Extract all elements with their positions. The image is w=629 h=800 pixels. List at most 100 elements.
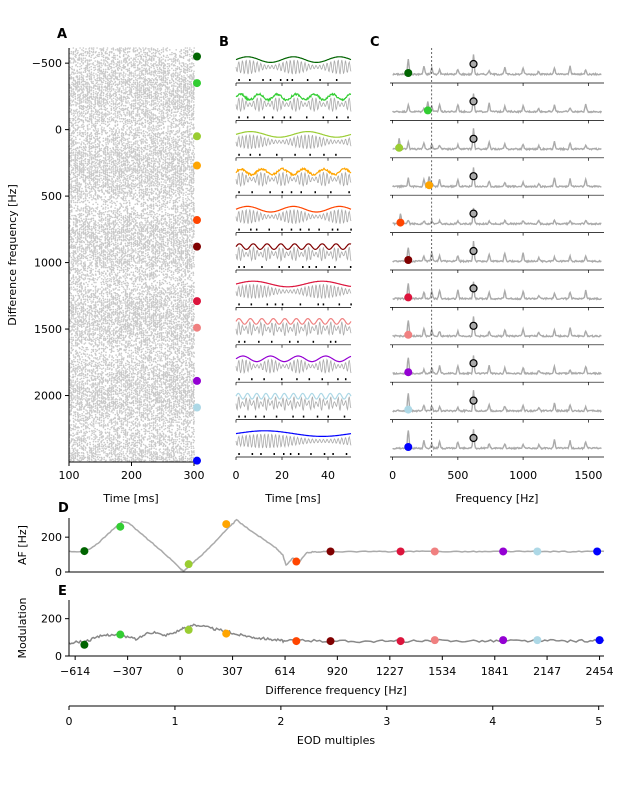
raster-spike	[166, 179, 169, 181]
raster-spike	[157, 161, 159, 164]
raster-spike	[103, 178, 105, 181]
raster-spike	[130, 148, 132, 151]
raster-spike	[82, 149, 85, 152]
raster-spike	[69, 173, 72, 176]
raster-spike	[192, 145, 195, 148]
raster-spike	[122, 181, 125, 183]
raster-spike	[190, 90, 193, 92]
raster-spike	[155, 97, 157, 100]
raster-spike	[169, 144, 171, 147]
raster-spike	[155, 158, 157, 161]
raster-spike	[112, 154, 115, 156]
raster-spike	[112, 157, 114, 160]
raster-spike	[133, 105, 135, 108]
raster-spike	[107, 74, 109, 76]
raster-spike	[165, 169, 167, 171]
raster-spike	[140, 96, 143, 99]
raster-spike	[117, 134, 119, 137]
raster-spike	[145, 153, 147, 155]
raster-spike	[158, 76, 161, 79]
raster-spike	[76, 179, 79, 181]
raster-spike	[112, 183, 115, 185]
raster-spike	[130, 128, 133, 130]
raster-spike	[166, 65, 169, 68]
raster-spike	[190, 182, 193, 184]
raster-spike	[130, 57, 132, 60]
raster-spike	[105, 95, 107, 98]
raster-spike	[104, 179, 107, 181]
raster-spike	[169, 133, 171, 136]
raster-spike	[155, 175, 157, 178]
raster-spike	[183, 51, 185, 54]
raster-spike	[171, 124, 173, 127]
raster-spike	[136, 97, 139, 100]
raster-spike	[155, 180, 157, 182]
raster-spike	[160, 132, 163, 135]
raster-spike	[160, 154, 163, 156]
raster-spike	[161, 166, 163, 168]
raster-spike	[96, 133, 99, 136]
raster-spike	[82, 123, 84, 126]
raster-spike	[174, 69, 177, 72]
raster-spike	[103, 153, 105, 155]
raster-spike	[155, 154, 157, 156]
raster-spike	[190, 133, 192, 136]
raster-spike	[157, 143, 159, 145]
raster-spike	[101, 64, 103, 67]
raster-spike	[191, 153, 194, 155]
raster-spike	[115, 160, 117, 163]
raster-spike	[109, 65, 111, 68]
raster-spike	[118, 67, 121, 70]
raster-spike	[129, 131, 131, 134]
raster-spike	[105, 132, 107, 135]
raster-spike	[184, 172, 187, 175]
raster-spike	[172, 101, 175, 103]
raster-spike	[96, 184, 99, 186]
raster-spike	[102, 49, 105, 52]
raster-spike	[130, 131, 133, 134]
raster-spike	[116, 124, 119, 127]
raster-spike	[167, 143, 169, 145]
raster-spike	[158, 128, 160, 130]
raster-spike	[84, 96, 86, 99]
raster-spike	[156, 100, 159, 102]
raster-spike	[108, 175, 111, 178]
raster-spike	[135, 134, 137, 137]
raster-spike	[144, 121, 147, 124]
raster-spike	[73, 73, 75, 75]
raster-spike	[127, 100, 129, 102]
raster-spike	[90, 179, 93, 181]
raster-spike	[150, 173, 152, 176]
raster-spike	[96, 47, 98, 49]
raster-spike	[169, 125, 171, 127]
raster-spike	[176, 68, 178, 71]
raster-spike	[180, 83, 183, 86]
raster-spike	[69, 74, 72, 76]
raster-spike	[180, 85, 182, 87]
raster-spike	[134, 165, 137, 167]
raster-spike	[163, 63, 165, 65]
raster-spike	[122, 55, 125, 58]
raster-spike	[112, 54, 115, 57]
raster-spike	[80, 64, 83, 67]
raster-spike	[112, 89, 115, 91]
raster-spike	[182, 109, 185, 112]
raster-spike	[152, 103, 155, 106]
raster-spike	[82, 176, 84, 179]
raster-spike	[133, 184, 135, 186]
raster-spike	[124, 66, 126, 69]
raster-spike	[176, 65, 179, 68]
raster-spike	[140, 99, 143, 101]
raster-spike	[96, 75, 99, 77]
raster-spike	[134, 179, 136, 181]
raster-spike	[82, 75, 85, 77]
raster-spike	[102, 186, 104, 189]
raster-spike	[154, 105, 157, 108]
raster-spike	[119, 120, 122, 123]
raster-spike	[146, 95, 149, 98]
raster-spike	[109, 90, 112, 93]
raster-spike	[84, 160, 87, 163]
raster-spike	[193, 147, 195, 150]
raster-spike	[136, 134, 139, 137]
raster-spike	[164, 94, 167, 97]
